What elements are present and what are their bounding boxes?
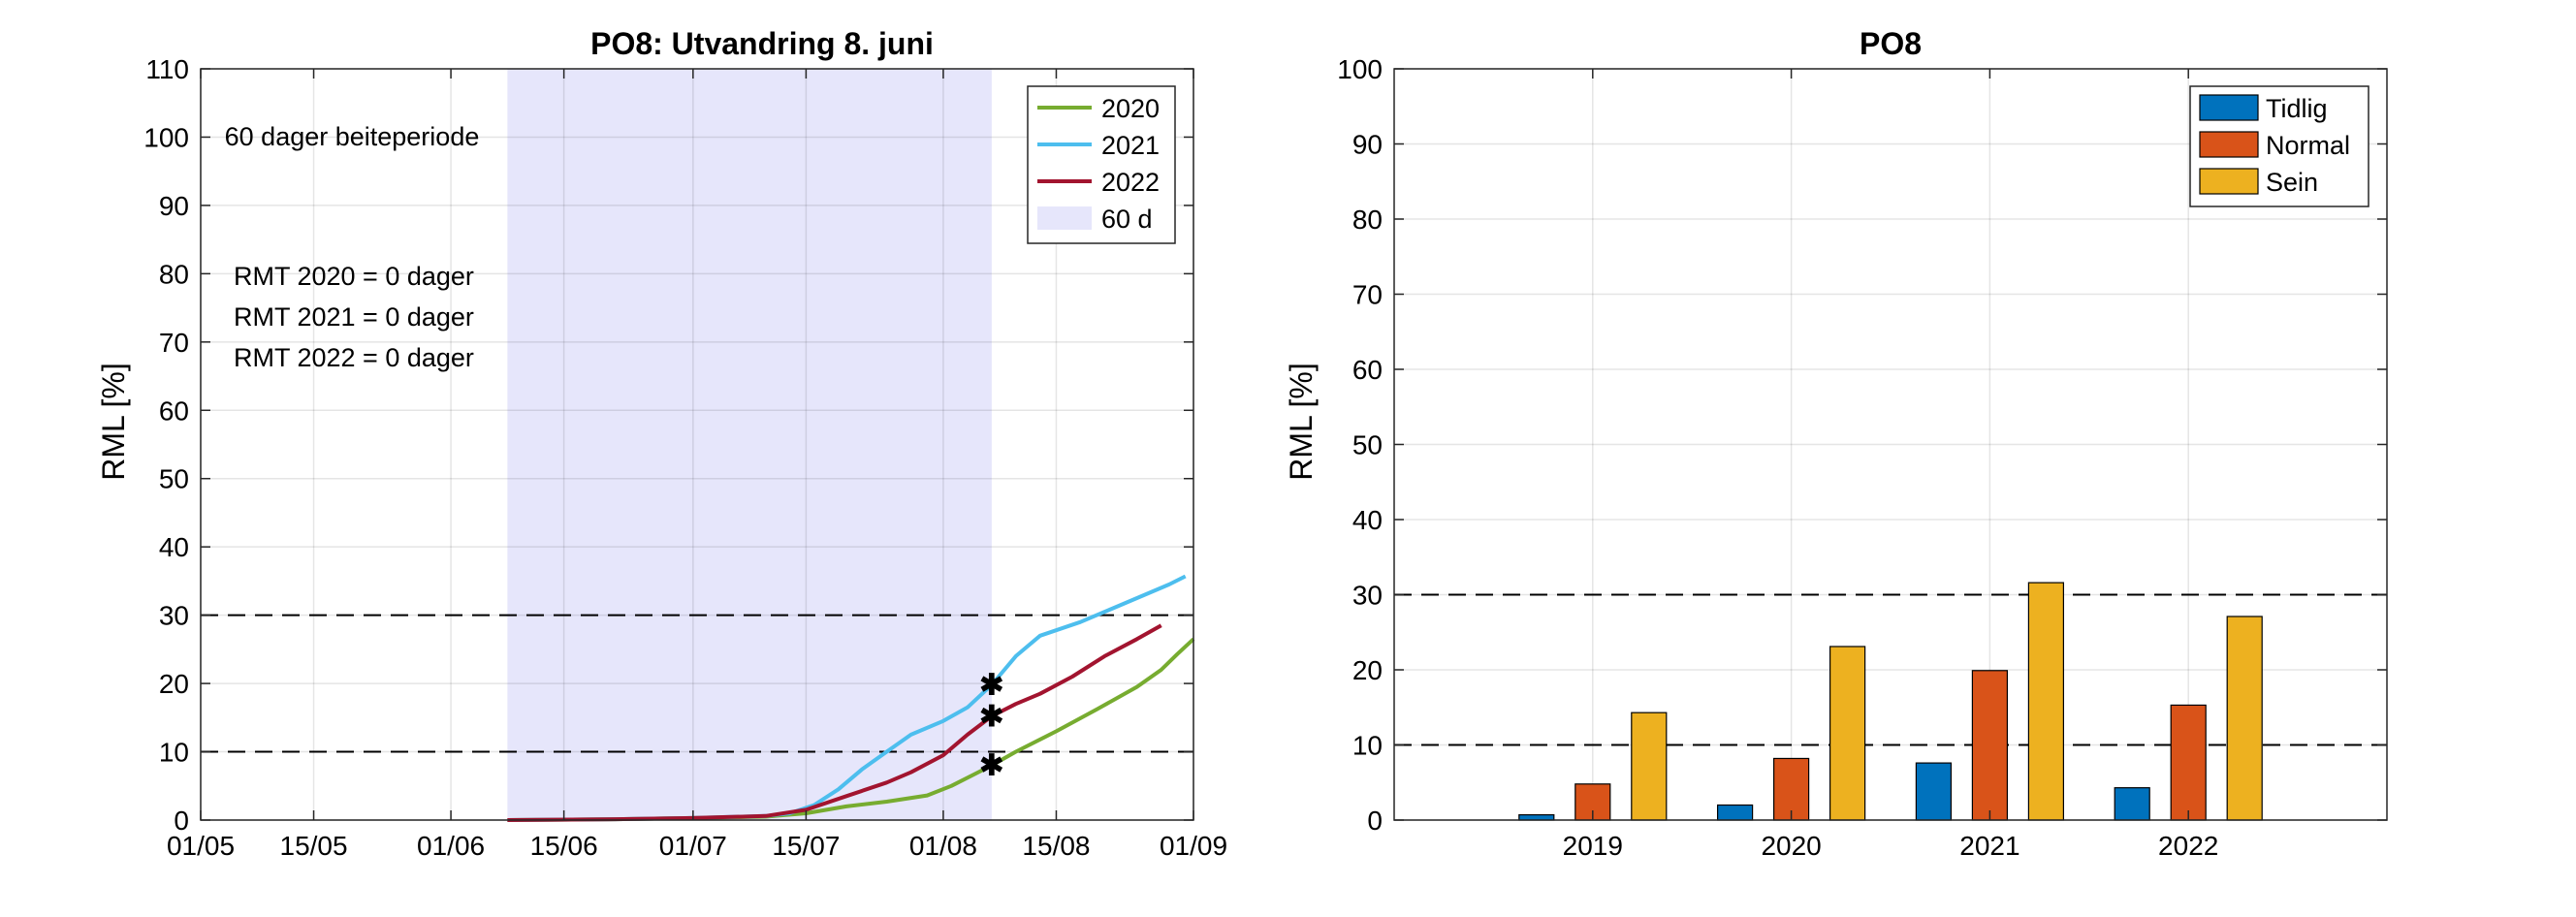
bar-sein-2022 — [2226, 616, 2263, 821]
legend-swatch-period — [1037, 206, 1092, 230]
x-tick-label: 01/08 — [909, 831, 977, 861]
shaded-period-label: 60 dager beiteperiode — [225, 122, 480, 151]
y-tick-label: 50 — [159, 464, 189, 494]
legend-label: Tidlig — [2266, 94, 2328, 123]
y-tick-label: 110 — [145, 54, 189, 84]
bar-chart-title: PO8 — [1860, 26, 1922, 61]
line-chart-legend: 2020 2021 2022 60 d — [1027, 85, 1176, 244]
line-chart-y-axis-label: RML [%] — [96, 363, 131, 481]
y-tick-label: 60 — [1352, 355, 1383, 385]
bar-tidlig-2019 — [1518, 813, 1555, 821]
legend-label: Sein — [2266, 168, 2318, 197]
shaded-period — [507, 69, 992, 820]
bar-normal-2022 — [2170, 704, 2207, 821]
bar-chart-y-axis-label: RML [%] — [1284, 363, 1319, 481]
x-tick-label: 01/09 — [1160, 831, 1227, 861]
y-tick-label: 20 — [1352, 655, 1383, 685]
bar-sein-2021 — [2027, 582, 2064, 821]
y-tick-label: 100 — [143, 122, 189, 152]
rmt-annotation: RMT 2022 = 0 dager — [234, 343, 474, 372]
series-line-2022 — [507, 623, 1162, 822]
rmt-annotation: RMT 2021 = 0 dager — [234, 302, 474, 332]
x-tick-label: 2019 — [1563, 831, 1623, 861]
y-tick-label: 80 — [1352, 205, 1383, 235]
x-tick-label: 15/06 — [530, 831, 598, 861]
legend-label: Normal — [2266, 131, 2350, 160]
y-tick-label: 90 — [159, 191, 189, 221]
y-tick-label: 20 — [159, 669, 189, 699]
marker-point: ✱ — [979, 750, 1003, 782]
y-tick-label: 0 — [174, 806, 189, 836]
x-tick-label: 2022 — [2158, 831, 2218, 861]
x-tick-label: 2020 — [1761, 831, 1821, 861]
rmt-annotation: RMT 2020 = 0 dager — [234, 262, 474, 291]
bar-normal-2021 — [1971, 670, 2009, 821]
y-tick-label: 50 — [1352, 430, 1383, 460]
y-tick-label: 70 — [159, 328, 189, 358]
y-tick-label: 70 — [1352, 280, 1383, 310]
y-tick-label: 90 — [1352, 130, 1383, 160]
bar-chart-legend: Tidlig Normal Sein — [2189, 85, 2369, 207]
bar-sein-2020 — [1829, 646, 1866, 821]
legend-swatch-normal — [2199, 131, 2259, 158]
line-chart-title: PO8: Utvandring 8. juni — [590, 26, 934, 61]
x-tick-label: 01/05 — [167, 831, 235, 861]
x-tick-label: 01/07 — [659, 831, 727, 861]
legend-swatch-tidlig — [2199, 94, 2259, 121]
y-tick-label: 40 — [1352, 505, 1383, 535]
y-tick-label: 30 — [1352, 581, 1383, 611]
bar-tidlig-2022 — [2114, 787, 2150, 821]
x-tick-label: 15/05 — [280, 831, 348, 861]
x-tick-label: 2021 — [1959, 831, 2019, 861]
y-tick-label: 80 — [159, 259, 189, 289]
legend-label: 2022 — [1101, 168, 1160, 197]
bar-tidlig-2021 — [1915, 762, 1953, 821]
y-tick-label: 60 — [159, 395, 189, 426]
bar-sein-2019 — [1631, 711, 1668, 821]
legend-swatch-sein — [2199, 168, 2259, 195]
bar-chart-axes-box — [1393, 68, 2388, 821]
line-chart: PO8: Utvandring 8. juni RML [%] ✱✱✱ 0102… — [96, 26, 1227, 861]
marker-point: ✱ — [979, 701, 1003, 733]
y-tick-label: 100 — [1337, 54, 1383, 84]
line-chart-axes-box — [200, 68, 1194, 821]
marker-point: ✱ — [979, 670, 1003, 702]
legend-label: 2020 — [1101, 94, 1160, 123]
x-tick-label: 15/08 — [1022, 831, 1090, 861]
x-tick-label: 01/06 — [417, 831, 485, 861]
y-tick-label: 0 — [1367, 806, 1383, 836]
bar-chart: PO8 RML [%] 0 10 20 30 40 50 60 70 80 90 100 2019 20… — [1284, 26, 2388, 861]
legend-label: 2021 — [1101, 131, 1160, 160]
y-tick-label: 30 — [159, 601, 189, 631]
x-tick-label: 15/07 — [772, 831, 840, 861]
bar-normal-2020 — [1772, 757, 1810, 821]
legend-label: 60 d — [1101, 205, 1153, 234]
bar-tidlig-2020 — [1716, 804, 1754, 821]
y-tick-label: 10 — [159, 738, 189, 768]
y-tick-label: 10 — [1352, 731, 1383, 761]
y-tick-label: 40 — [159, 532, 189, 562]
